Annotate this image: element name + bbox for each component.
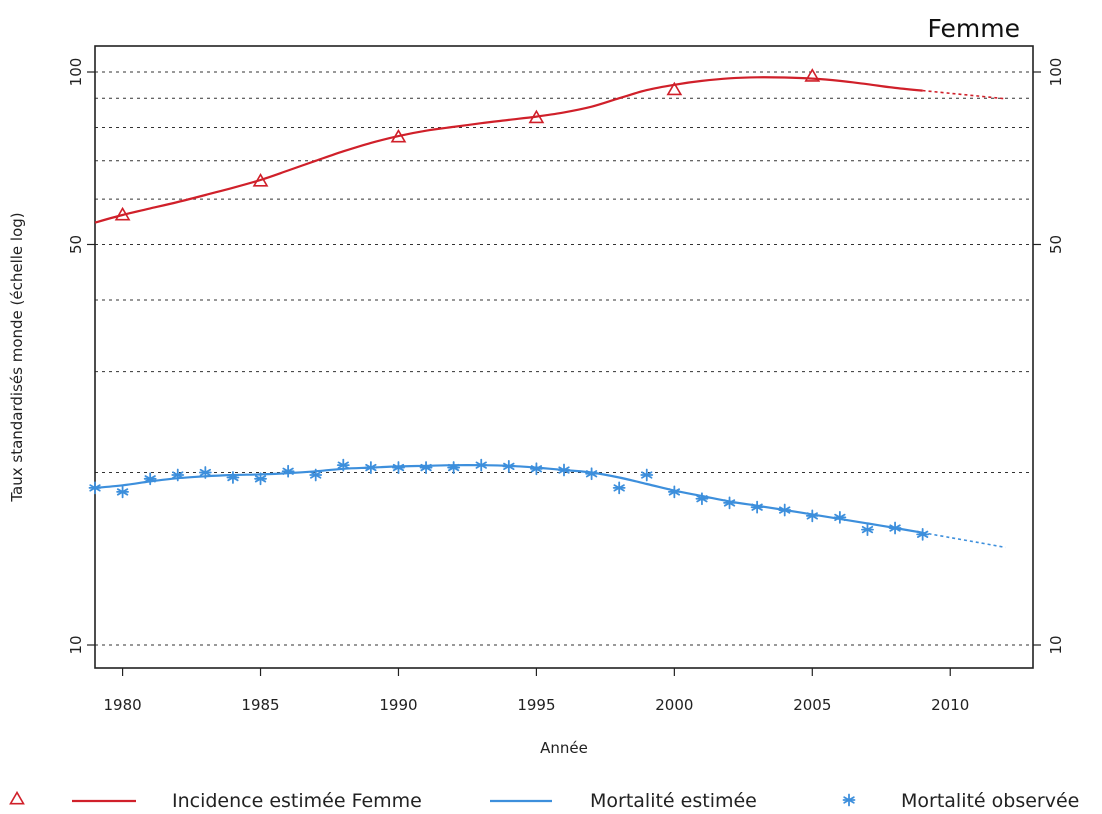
y-tick-label-left-50: 50 [67, 235, 85, 254]
series-5-point-1998 [612, 481, 626, 495]
legend-label-1: Incidence estimée Femme [172, 790, 422, 812]
series-5-point-1994 [502, 459, 516, 473]
series-5-point-1999 [640, 468, 654, 482]
series-2-point-1990 [390, 128, 407, 143]
series-2-point-2000 [666, 81, 683, 96]
series-5-point-2008 [888, 521, 902, 535]
legend-symbol-3 [842, 793, 856, 807]
series-5-point-2007 [861, 523, 874, 536]
series-5-point-1989 [364, 461, 378, 474]
series-3 [94, 464, 923, 534]
axes: 1980 1985 1990 1995 2000 2005 2010 10 10 50 50 100 1… [67, 58, 1065, 714]
x-tick-label-1985: 1985 [241, 696, 279, 714]
x-axis-title: Année [540, 739, 588, 757]
series-5-point-1984 [226, 471, 240, 484]
series-2-point-1985 [252, 173, 269, 187]
series-4 [922, 531, 1006, 549]
series-5-point-2004 [778, 503, 792, 517]
y-tick-label-right-10: 10 [1047, 635, 1065, 654]
x-tick-label-1990: 1990 [379, 696, 417, 714]
x-tick-label-1980: 1980 [103, 696, 141, 714]
legend-label-2: Mortalité estimée [590, 790, 757, 812]
series [88, 68, 1006, 549]
series-1 [922, 89, 1006, 100]
x-tick-label-2000: 2000 [655, 696, 693, 714]
y-tick-label-left-10: 10 [67, 635, 85, 654]
series-5-point-1986 [281, 464, 295, 478]
series-3-line [94, 464, 923, 534]
x-tick-label-2005: 2005 [793, 696, 831, 714]
legend: Incidence estimée Femme Mortalité estimée… [9, 790, 1079, 812]
series-5-point-1997 [585, 467, 598, 481]
legend-symbol-0 [9, 790, 25, 805]
y-axis-title: Taux standardisés monde (échelle log) [8, 212, 26, 502]
series-5-point-1980 [116, 485, 129, 499]
series-5-point-1987 [309, 468, 323, 482]
series-2 [114, 68, 821, 221]
chart-title: Femme [928, 14, 1020, 43]
series-5-point-1995 [530, 462, 543, 476]
series-5-point-1988 [336, 458, 350, 472]
grid [95, 71, 1033, 646]
series-0-line [94, 76, 923, 224]
series-1-projection [922, 89, 1006, 100]
y-tick-label-left-100: 100 [67, 58, 85, 87]
series-2-point-2005 [804, 68, 821, 82]
series-4-projection [922, 531, 1006, 549]
series-5-point-1996 [557, 463, 571, 477]
y-tick-label-right-50: 50 [1047, 235, 1065, 254]
series-0 [94, 76, 923, 224]
series-5-point-1991 [419, 461, 433, 474]
plot-frame [94, 45, 1034, 669]
series-5-point-2003 [750, 500, 764, 514]
series-2-point-1995 [528, 109, 545, 124]
x-tick-label-1995: 1995 [517, 696, 555, 714]
y-tick-label-right-100: 100 [1047, 58, 1065, 87]
series-5-point-1982 [171, 468, 185, 482]
series-2-point-1980 [114, 206, 131, 221]
series-5-point-2001 [695, 492, 709, 506]
series-5-point-2006 [833, 510, 847, 524]
x-tick-label-2010: 2010 [931, 696, 969, 714]
series-5-point-1979 [88, 481, 102, 495]
series-5-point-2000 [667, 485, 681, 499]
series-5-point-1990 [392, 461, 405, 474]
series-5-point-1985 [254, 472, 267, 486]
legend-label-3: Mortalité observée [901, 790, 1079, 812]
series-5 [88, 458, 930, 541]
series-5-point-1992 [447, 461, 461, 474]
series-5-point-2002 [723, 496, 736, 510]
series-5-point-1993 [474, 458, 488, 472]
series-5-point-2009 [916, 527, 930, 541]
series-5-point-2005 [805, 509, 819, 523]
series-5-point-1981 [143, 472, 157, 486]
series-5-point-1983 [198, 466, 212, 479]
